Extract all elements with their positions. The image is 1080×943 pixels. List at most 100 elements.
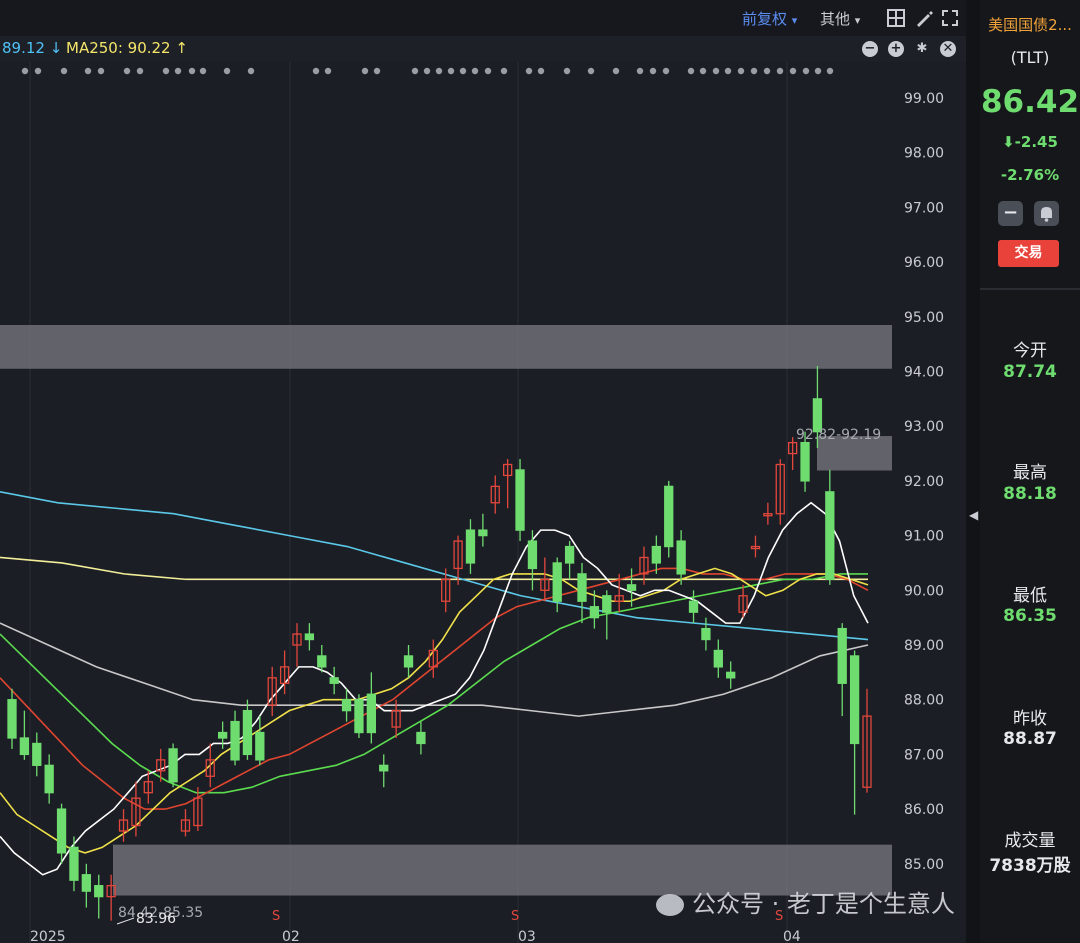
candle-down <box>32 742 42 766</box>
signal-dot <box>563 67 571 75</box>
zone-high-label: 92.82-92.19 <box>796 427 881 443</box>
y-tick-label: 89.00 <box>904 638 944 654</box>
y-tick-label: 87.00 <box>904 747 944 763</box>
candle-down <box>465 529 476 564</box>
remove-watch-button[interactable]: − <box>998 201 1023 226</box>
panel-divider[interactable]: ◀ <box>966 0 980 943</box>
candle-down <box>56 808 67 854</box>
sidebar-separator <box>980 288 1080 290</box>
fullscreen-icon[interactable] <box>940 8 960 28</box>
low-label: 最低 <box>1013 586 1047 606</box>
candle-down <box>577 573 587 602</box>
other-menu-button[interactable]: 其他 ▾ <box>820 8 860 29</box>
candle-up <box>738 595 748 613</box>
chart-toolbar: 前复权 ▾ 其他 ▾ <box>0 0 966 36</box>
volume-value: 7838万股 <box>989 856 1071 876</box>
y-tick-label: 99.00 <box>904 91 944 107</box>
candle-up <box>391 709 401 728</box>
collapse-arrow-icon[interactable]: ◀ <box>969 508 979 522</box>
signal-dot <box>123 67 131 75</box>
signal-dot <box>699 67 707 75</box>
signal-dot <box>662 67 670 75</box>
alert-bell-button[interactable] <box>1034 201 1059 226</box>
chart-area[interactable]: 前复权 ▾ 其他 ▾ 89.12 ↓ MA250: 90.22 ↑ − + ✱ … <box>0 0 966 943</box>
candle-up <box>490 485 500 504</box>
y-tick-label: 86.00 <box>904 802 944 818</box>
adjust-mode-button[interactable]: 前复权 ▾ <box>742 8 797 29</box>
wechat-icon <box>656 894 684 916</box>
plus-icon[interactable]: + <box>888 41 904 57</box>
y-tick-label: 92.00 <box>904 474 944 490</box>
candle-down <box>19 737 30 756</box>
candle-down <box>626 584 637 591</box>
candle-up <box>763 513 773 517</box>
y-tick-label: 94.00 <box>904 365 944 381</box>
candle-down <box>676 540 686 575</box>
settings-icon[interactable]: ✱ <box>916 41 928 56</box>
signal-dot <box>814 67 822 75</box>
minus-icon[interactable]: − <box>862 41 878 57</box>
candle-down <box>242 709 253 756</box>
sell-signal-marker: S <box>775 909 783 924</box>
signal-dot <box>199 67 207 75</box>
candle-up <box>441 578 451 602</box>
zone-low-label: 84.42-85.35 <box>118 905 203 921</box>
layout-icon[interactable] <box>886 8 906 28</box>
candle-down <box>366 693 376 734</box>
candle-down <box>379 764 389 772</box>
candle-down <box>651 545 661 564</box>
prev-close-label: 昨收 <box>1013 709 1047 729</box>
quote-sidebar: 美国国债2... (TLT) 86.42 ⬇-2.45 -2.76% − 交易 … <box>980 0 1080 943</box>
high-value: 88.18 <box>1003 484 1057 504</box>
candle-up <box>503 463 513 477</box>
candle-up <box>862 715 872 788</box>
candle-up <box>639 556 649 575</box>
signal-dot <box>826 67 834 75</box>
signal-dot <box>587 67 595 75</box>
x-axis-label: 04 <box>783 929 801 943</box>
bell-icon <box>1041 207 1052 222</box>
candle-down <box>329 677 339 684</box>
y-tick-label: 85.00 <box>904 857 944 873</box>
signal-dot <box>174 67 182 75</box>
candle-down <box>69 846 79 881</box>
signal-dot <box>737 67 745 75</box>
candle-down <box>812 398 823 433</box>
signal-dot <box>636 67 644 75</box>
candle-down <box>800 441 810 482</box>
signal-dot <box>162 67 170 75</box>
signal-dot <box>459 67 467 75</box>
signal-dot <box>361 67 369 75</box>
candle-up <box>106 885 116 898</box>
draw-tool-icon[interactable] <box>914 8 934 28</box>
candle-down <box>602 595 612 613</box>
signal-dot <box>447 67 455 75</box>
chevron-down-icon: ▾ <box>791 14 798 27</box>
chevron-down-icon: ▾ <box>854 14 861 27</box>
signal-dot <box>435 67 443 75</box>
x-axis-label: 2025 <box>30 929 66 943</box>
x-axis-label: 02 <box>282 929 300 943</box>
candle-down <box>341 699 352 712</box>
sell-signal-marker: S <box>511 909 519 924</box>
candlestick-chart[interactable]: 99.00 98.00 97.00 96.00 95.00 94.00 93.00 92.00… <box>0 0 966 943</box>
ma60-line <box>0 573 868 794</box>
watermark: 公众号 · 老丁是个生意人 <box>656 884 955 919</box>
candle-down <box>416 731 426 745</box>
price-change: ⬇-2.45 <box>980 133 1080 151</box>
signal-dot <box>500 67 508 75</box>
trade-button[interactable]: 交易 <box>998 240 1059 267</box>
signal-dot <box>373 67 381 75</box>
ma-legend-bar: 89.12 ↓ MA250: 90.22 ↑ − + ✱ ✕ <box>0 36 966 62</box>
candle-up <box>292 633 302 646</box>
close-icon[interactable]: ✕ <box>940 41 956 57</box>
candle-up <box>156 759 166 772</box>
signal-dot <box>763 67 771 75</box>
candle-up <box>453 540 463 570</box>
candle-down <box>564 545 575 564</box>
signal-dot <box>802 67 810 75</box>
candle-down <box>255 731 265 761</box>
signal-dot <box>423 67 431 75</box>
candle-up <box>775 463 785 515</box>
down-arrow-icon: ⬇ <box>1002 133 1015 151</box>
